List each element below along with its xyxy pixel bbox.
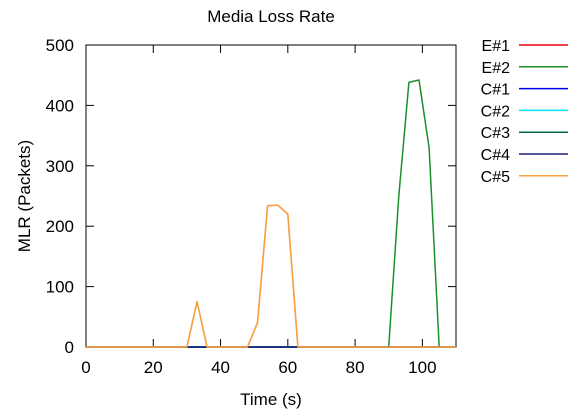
legend-label: C#1 [481, 82, 510, 99]
y-axis-title: MLR (Packets) [15, 140, 34, 252]
x-tick-label: 60 [278, 358, 297, 377]
plot-area: 0 20 40 60 80 100 0 100 200 300 400 500 [46, 36, 457, 377]
y-tick-label: 500 [46, 36, 74, 55]
chart-title: Media Loss Rate [207, 7, 335, 26]
x-axis-title: Time (s) [240, 390, 302, 409]
y-tick-label: 100 [46, 278, 74, 297]
legend-label: E#2 [482, 60, 511, 77]
x-tick-label: 100 [408, 358, 436, 377]
y-tick-label: 400 [46, 96, 74, 115]
x-tick-label: 0 [81, 358, 90, 377]
legend-label: E#1 [482, 38, 511, 55]
legend-label: C#3 [481, 125, 510, 142]
x-tick-label: 40 [211, 358, 230, 377]
series-line-c5-overlay [86, 204, 456, 348]
y-tick-label: 0 [65, 338, 74, 357]
plot-frame [85, 44, 457, 348]
legend-label: C#4 [481, 147, 510, 164]
y-tick-label: 300 [46, 157, 74, 176]
series-line-c5 [86, 204, 456, 348]
legend-label: C#2 [481, 103, 510, 120]
x-tick-label: 20 [144, 358, 163, 377]
y-tick-label: 200 [46, 217, 74, 236]
x-tick-label: 80 [346, 358, 365, 377]
legend: E#1 E#2 C#1 C#2 C#3 C#4 C#5 [481, 38, 568, 186]
series-line-e2 [86, 79, 456, 348]
legend-label: C#5 [481, 169, 510, 186]
